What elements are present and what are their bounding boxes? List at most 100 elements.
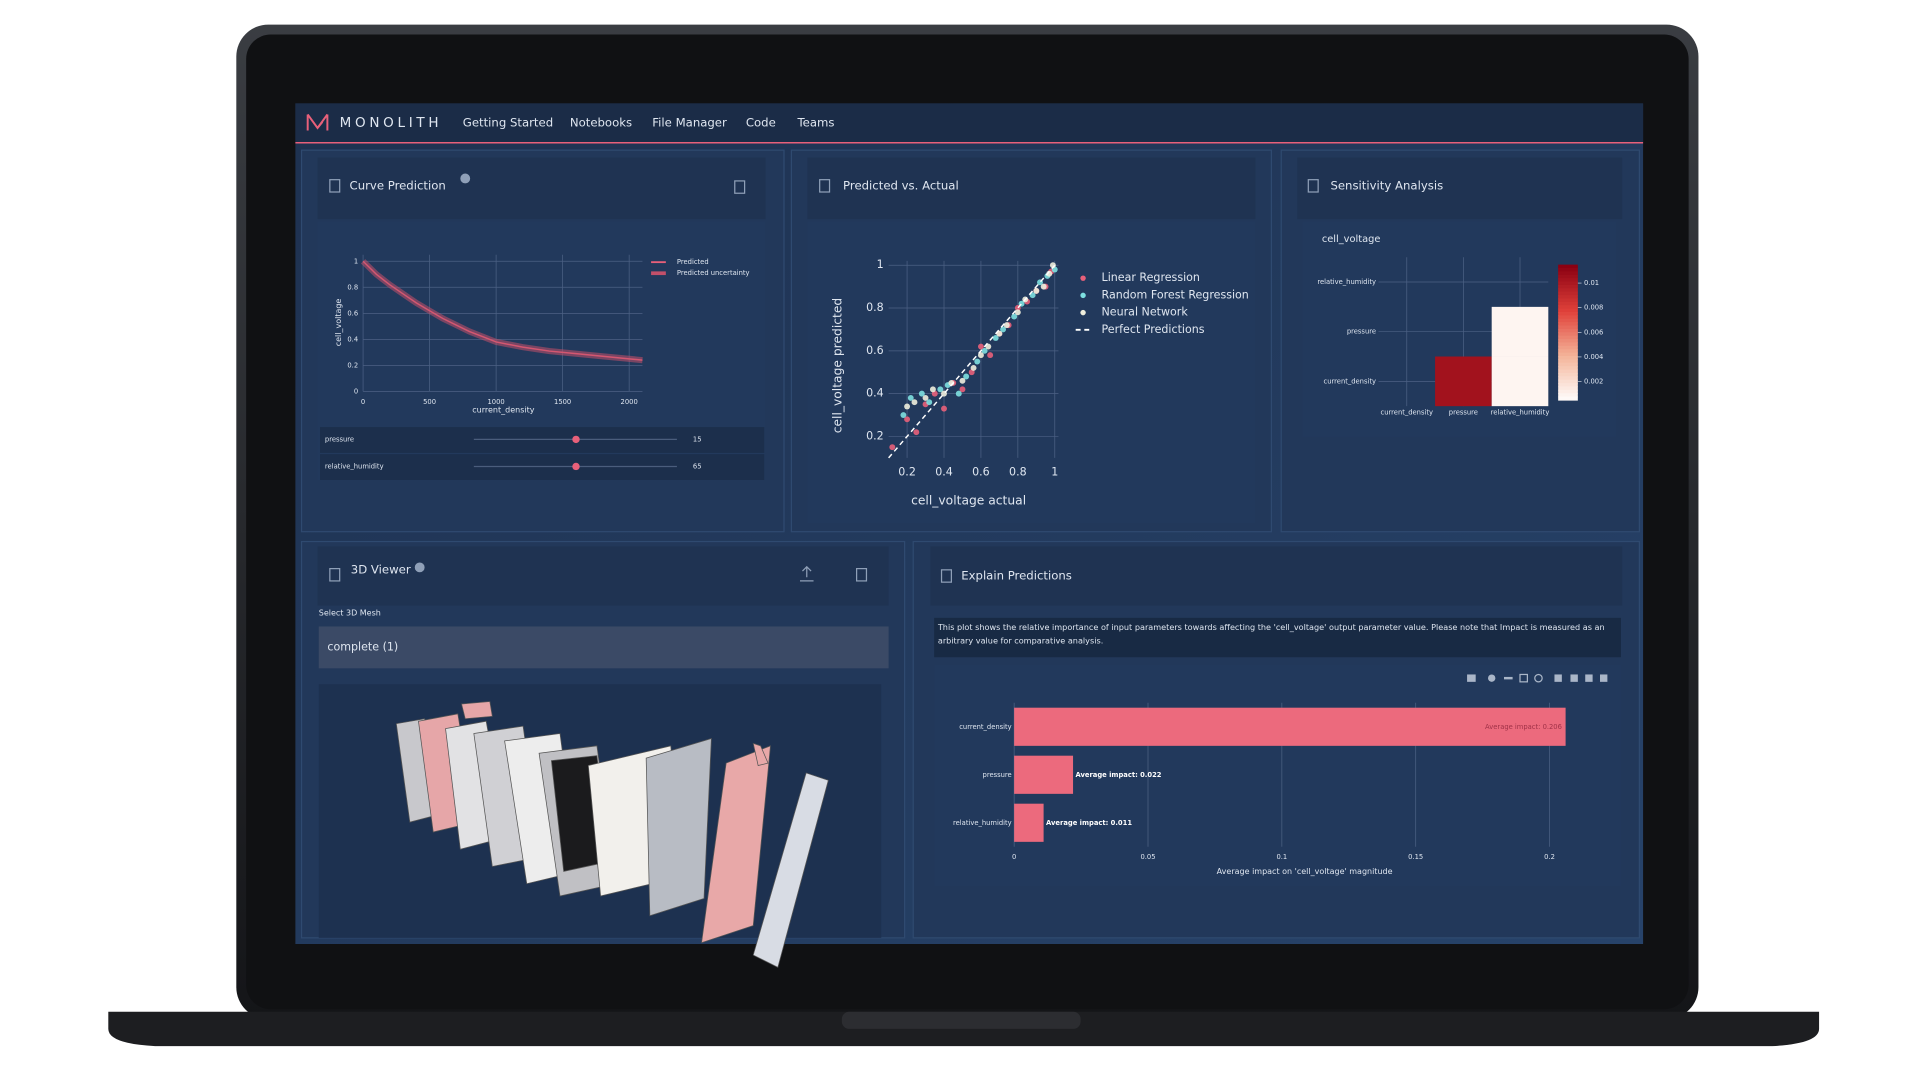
mesh-dropdown[interactable]: [318, 626, 889, 669]
x-tick-label: 0.6: [972, 466, 990, 479]
tool-icon[interactable]: [1488, 674, 1496, 682]
point: [974, 358, 981, 365]
colorbar-step: [1558, 335, 1578, 340]
y-tick-label: relative_humidity: [1317, 278, 1376, 286]
tool-icon[interactable]: [1519, 673, 1529, 683]
plot-toolbar: [1467, 673, 1608, 683]
slider-knob[interactable]: [572, 435, 580, 444]
slider-label: relative_humidity: [325, 462, 384, 470]
tool-icon[interactable]: [1534, 673, 1543, 683]
y-tick-label: pressure: [1347, 328, 1376, 336]
legend-label: Predicted uncertainty: [677, 269, 750, 277]
point: [918, 390, 925, 397]
colorbar-step: [1558, 372, 1578, 377]
slider-label: pressure: [325, 435, 354, 443]
y-tick-label: current_density: [1324, 377, 1376, 385]
nav-item[interactable]: Code: [746, 116, 776, 130]
tool-icon[interactable]: [1504, 676, 1513, 680]
y-tick-label: 0.4: [866, 387, 884, 400]
point: [1011, 313, 1018, 320]
colorbar-step: [1558, 301, 1578, 306]
panel-title: Curve Prediction: [350, 178, 446, 192]
panel-header: [1297, 157, 1623, 220]
legend-symbol: [1080, 275, 1086, 281]
colorbar-step: [1558, 332, 1578, 337]
y-tick-label: 0.6: [347, 309, 358, 317]
panel-title: Explain Predictions: [961, 568, 1072, 582]
colorbar-step: [1558, 264, 1578, 269]
colorbar-step: [1558, 312, 1578, 316]
dropdown-value[interactable]: complete (1): [327, 640, 398, 653]
colorbar-step: [1558, 315, 1578, 320]
colorbar-label: 0.008: [1584, 304, 1603, 312]
colorbar-label: 0.01: [1584, 279, 1599, 287]
bar: [1014, 755, 1074, 794]
x-tick-label: 0: [361, 398, 365, 406]
panel-title: Predicted vs. Actual: [843, 178, 959, 192]
brand: MONOLITH: [340, 115, 443, 131]
heat-cell: [1435, 356, 1492, 407]
colorbar-step: [1558, 291, 1578, 296]
nav-item[interactable]: Teams: [797, 116, 835, 130]
x-tick-label: 0.05: [1140, 853, 1155, 861]
notch: [841, 1011, 1081, 1029]
colorbar-step: [1558, 369, 1578, 374]
icon[interactable]: [734, 180, 746, 194]
x-tick-label: 1500: [554, 398, 571, 406]
colorbar-label: 0.002: [1584, 378, 1603, 386]
colorbar-step: [1558, 281, 1578, 286]
point: [941, 405, 947, 412]
point: [1033, 287, 1040, 294]
point: [926, 399, 933, 406]
y-tick-label: 0.6: [866, 344, 884, 357]
colorbar-step: [1558, 325, 1578, 330]
nav-item[interactable]: Getting Started: [463, 116, 553, 130]
colorbar-step: [1558, 356, 1578, 360]
tool-icon[interactable]: [1570, 674, 1578, 682]
colorbar-step: [1558, 322, 1578, 327]
x-tick-label: 0.2: [1544, 853, 1555, 861]
nav-item[interactable]: File Manager: [652, 116, 727, 130]
legend-symbol: [1080, 309, 1086, 316]
bar: [1014, 803, 1044, 842]
colorbar-step: [1558, 359, 1578, 364]
icon: [329, 179, 341, 193]
colorbar-step: [1558, 278, 1578, 283]
x-tick-label: 0.1: [1276, 853, 1287, 861]
x-tick-label: pressure: [1449, 408, 1478, 416]
plot-card: [807, 221, 1256, 524]
description: This plot shows the relative importance …: [938, 623, 1605, 646]
tool-icon[interactable]: [1600, 674, 1608, 682]
x-tick-label: 0.2: [898, 466, 916, 479]
info-icon[interactable]: [414, 562, 425, 573]
x-tick-label: 1000: [488, 398, 505, 406]
y-tick-label: relative_humidity: [953, 819, 1012, 827]
tool-icon[interactable]: [1467, 674, 1476, 682]
info-icon[interactable]: [460, 173, 471, 184]
uncertainty-band: [360, 259, 643, 364]
y-tick-label: 0.4: [347, 335, 358, 343]
slider-knob[interactable]: [572, 462, 580, 471]
y-tick-label: 0.2: [347, 361, 358, 369]
slider-value: 65: [693, 462, 702, 470]
legend-label: Perfect Predictions: [1102, 323, 1205, 336]
legend-symbol: [1080, 292, 1086, 299]
colorbar-step: [1558, 386, 1578, 391]
slider-value: 15: [693, 435, 702, 443]
colorbar-step: [1558, 379, 1578, 384]
tool-icon[interactable]: [1585, 674, 1593, 682]
colorbar-step: [1558, 298, 1578, 303]
point: [977, 343, 984, 350]
nav-item[interactable]: Notebooks: [570, 116, 632, 130]
point: [913, 429, 920, 436]
upload-icon[interactable]: [800, 565, 814, 582]
point: [900, 412, 907, 418]
icon[interactable]: [856, 568, 868, 582]
panel-header: [930, 546, 1623, 606]
tool-icon[interactable]: [1554, 674, 1562, 682]
panel-title: 3D Viewer: [351, 562, 411, 576]
colorbar-step: [1558, 268, 1578, 272]
point: [959, 386, 966, 393]
